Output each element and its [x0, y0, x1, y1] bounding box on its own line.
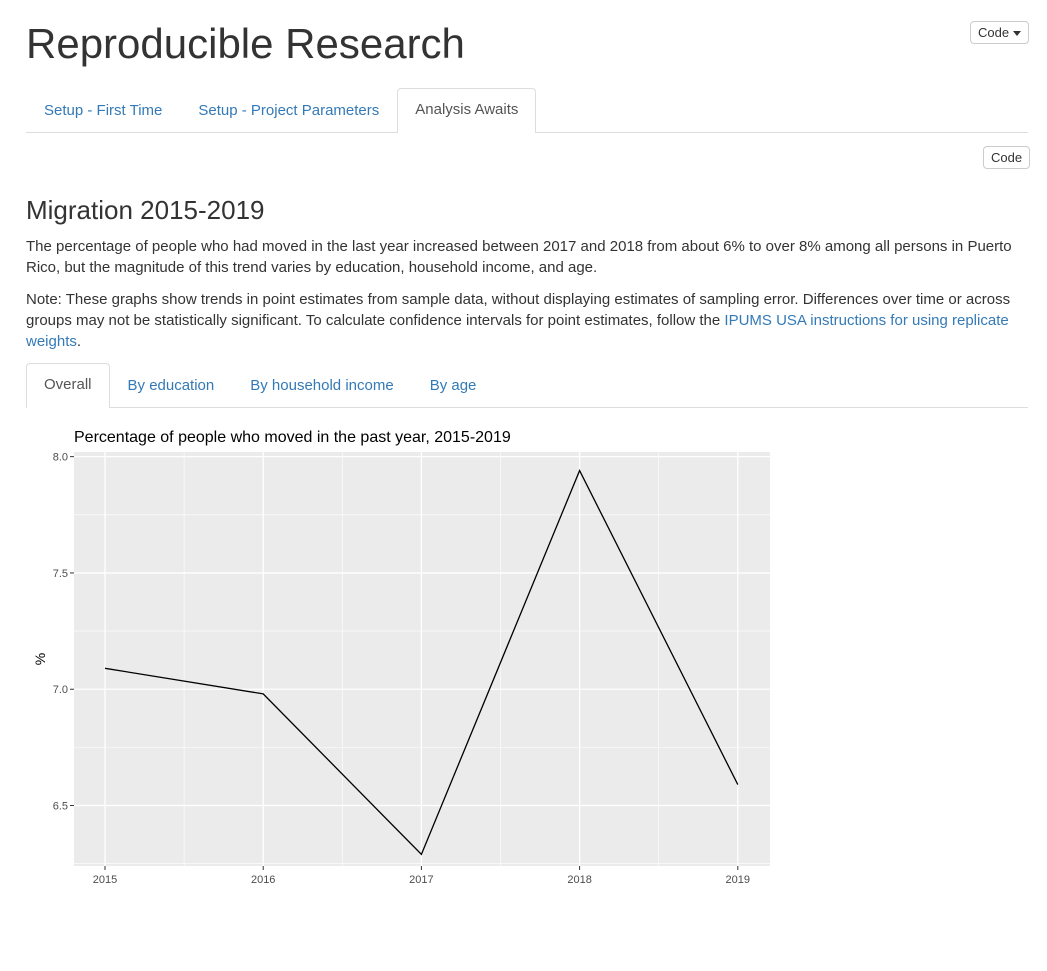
- tab-by-education[interactable]: By education: [127, 377, 215, 394]
- y-axis-label: %: [32, 653, 48, 665]
- x-tick-label: 2017: [409, 874, 433, 886]
- migration-line-chart: 6.5 7.0 7.5 8.0 2015 2016 2017 2018 2019 Percenta…: [32, 429, 770, 886]
- x-tick-label: 2018: [567, 874, 591, 886]
- tab-by-age[interactable]: By age: [429, 377, 477, 394]
- tab-setup-project-parameters[interactable]: Setup - Project Parameters: [198, 102, 380, 119]
- code-menu-label: Code: [978, 24, 1010, 40]
- tab-overall[interactable]: Overall: [26, 363, 110, 408]
- y-tick-label: 7.5: [53, 568, 68, 580]
- tab-analysis-awaits[interactable]: Analysis Awaits: [397, 88, 537, 133]
- code-button[interactable]: Code: [983, 146, 1031, 169]
- section-title: Migration 2015-2019: [26, 195, 265, 225]
- page-title: Reproducible Research: [26, 20, 465, 67]
- x-tick-label: 2015: [93, 874, 117, 886]
- chart-title: Percentage of people who moved in the pa…: [74, 429, 511, 446]
- y-tick-label: 8.0: [53, 452, 68, 464]
- y-tick-label: 7.0: [53, 684, 68, 696]
- tab-by-household-income[interactable]: By household income: [250, 377, 394, 394]
- ipums-instructions-link[interactable]: IPUMS USA instructions for using replica…: [26, 312, 1009, 350]
- y-tick-label: 6.5: [53, 801, 68, 813]
- caret-down-icon: [1013, 30, 1022, 36]
- code-menu-button[interactable]: Code: [970, 21, 1030, 44]
- note-text: Note: These graphs show trends in point …: [26, 291, 1011, 329]
- tab-setup-first-time[interactable]: Setup - First Time: [44, 102, 163, 119]
- note-paragraph: Note: These graphs show trends in point …: [26, 289, 1028, 352]
- x-tick-label: 2019: [726, 874, 750, 886]
- x-tick-label: 2016: [251, 874, 275, 886]
- top-tabs: Setup - First Time Setup - Project Param…: [26, 88, 1028, 133]
- note-end: .: [76, 333, 82, 350]
- intro-paragraph: The percentage of people who had moved i…: [26, 238, 1012, 276]
- chart-tabs: Overall By education By household income…: [26, 363, 1028, 408]
